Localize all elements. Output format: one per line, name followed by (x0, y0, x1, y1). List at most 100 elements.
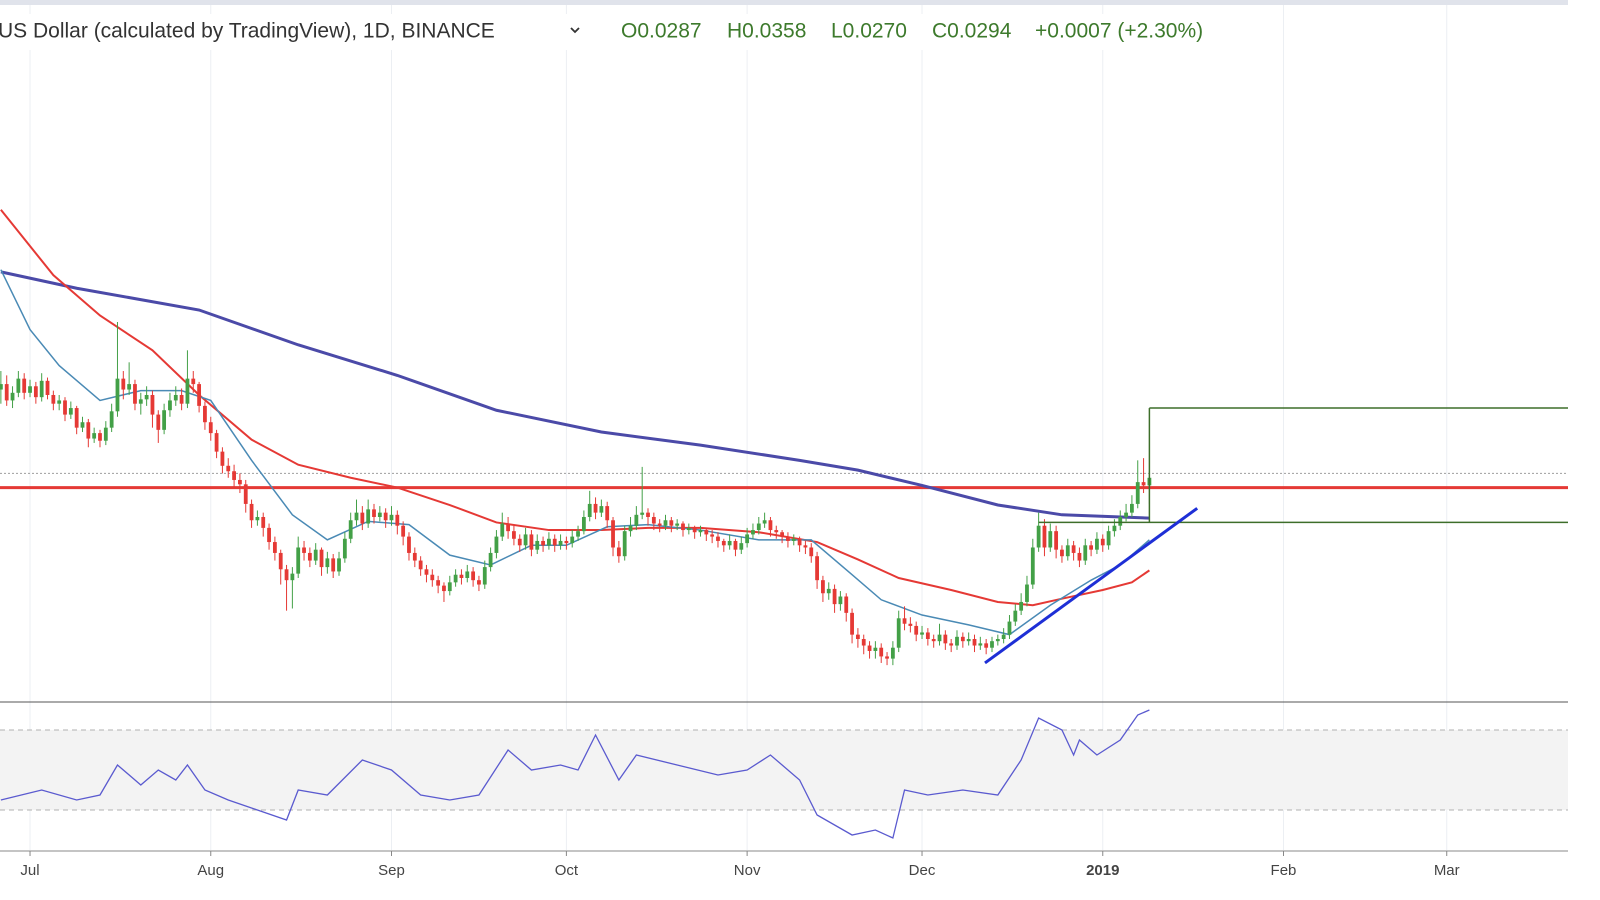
candle-body (646, 512, 650, 517)
candle-body (208, 422, 213, 434)
candle-body (727, 540, 732, 546)
candle-body (867, 645, 872, 651)
candle-body (756, 523, 761, 531)
candle-body (780, 532, 785, 537)
candle-body (296, 547, 301, 574)
candle-body (57, 400, 62, 404)
candle-body (412, 552, 417, 561)
candle-body (354, 512, 359, 521)
candle-body (1071, 545, 1076, 553)
candle-body (558, 540, 563, 546)
candle-body (721, 540, 726, 546)
candle-body (914, 625, 919, 635)
candle-body (173, 394, 178, 401)
top-strip (0, 0, 1568, 5)
candle-body (197, 384, 201, 406)
candle-body (506, 523, 510, 532)
candle-body (453, 574, 458, 583)
candle-body (1141, 482, 1146, 486)
candle-body (92, 433, 97, 439)
candle-body (634, 514, 639, 526)
candle-body (162, 410, 167, 430)
x-tick-label: Sep (378, 862, 405, 879)
candle-body (278, 552, 283, 570)
moving-average (0, 269, 1150, 636)
candle-body (51, 394, 56, 404)
candle-body (704, 530, 709, 535)
candle-body (547, 538, 551, 546)
candle-body (879, 647, 884, 657)
candle-body (890, 647, 895, 659)
candle-body (628, 525, 633, 532)
candle-body (1083, 545, 1088, 561)
candle-body (955, 636, 959, 646)
ohlc-value: C0.0294 (932, 20, 1012, 43)
moving-average (0, 209, 1150, 607)
candle-body (313, 549, 318, 561)
candle-body (284, 569, 289, 581)
chevron[interactable] (570, 27, 580, 34)
candle-body (990, 641, 994, 648)
candle-body (675, 523, 680, 526)
candle-body (168, 400, 172, 411)
trendline (984, 507, 1199, 665)
candle-body (984, 643, 989, 648)
candle-body (249, 503, 254, 521)
x-tick-label: Oct (555, 862, 579, 879)
candle-body (33, 386, 38, 398)
x-tick-label: Jul (20, 862, 39, 879)
candle-body (745, 534, 750, 544)
candle-body (616, 547, 621, 557)
candle-body (272, 542, 277, 553)
candle-body (86, 422, 91, 439)
candle-body (844, 596, 849, 613)
candle-body (797, 538, 802, 546)
candle-body (494, 536, 499, 553)
candle-body (529, 534, 534, 550)
candle-body (68, 408, 73, 415)
candle-body (663, 520, 668, 526)
candle-body (45, 380, 50, 395)
rsi-panel (0, 709, 1568, 839)
candle-body (0, 384, 3, 390)
candle-body (1124, 512, 1128, 517)
candle-body (482, 567, 487, 585)
candle-body (1077, 552, 1082, 561)
candle-body (80, 422, 85, 428)
candle-body (243, 484, 248, 504)
candle-body (366, 509, 371, 524)
ohlc-value: L0.0270 (831, 20, 907, 43)
candle-body (949, 643, 954, 646)
candle-body (786, 536, 790, 541)
candle-body (832, 588, 837, 605)
candle-body (599, 506, 604, 513)
candle-body (826, 588, 831, 594)
candle-body (943, 634, 948, 644)
candle-body (739, 543, 744, 550)
candle-body (885, 656, 889, 659)
candle-body (873, 647, 878, 651)
candle-body (966, 638, 971, 642)
x-tick-label: Aug (197, 862, 224, 879)
chart-title: US Dollar (calculated by TradingView), 1… (0, 20, 495, 43)
candle-body (821, 580, 825, 594)
header: US Dollar (calculated by TradingView), 1… (0, 14, 1240, 50)
candle-body (459, 574, 464, 578)
candle-body (640, 512, 645, 515)
candle-body (418, 560, 423, 570)
candle-body (622, 531, 627, 557)
candle-body (500, 523, 505, 537)
candle-body (995, 638, 1000, 642)
candle-body (710, 534, 715, 537)
candle-body (447, 582, 452, 592)
candle-body (1118, 516, 1123, 526)
candle-body (716, 536, 720, 541)
candle-body (156, 414, 161, 430)
candle-body (1036, 525, 1041, 548)
x-axis: Jul Aug Sep Oct Nov Dec 2019 Feb Mar (20, 851, 1460, 879)
candle-body (581, 516, 586, 532)
candle-body (144, 394, 149, 400)
candle-body (651, 516, 656, 524)
candle-body (1025, 584, 1029, 602)
candle-body (768, 520, 773, 531)
